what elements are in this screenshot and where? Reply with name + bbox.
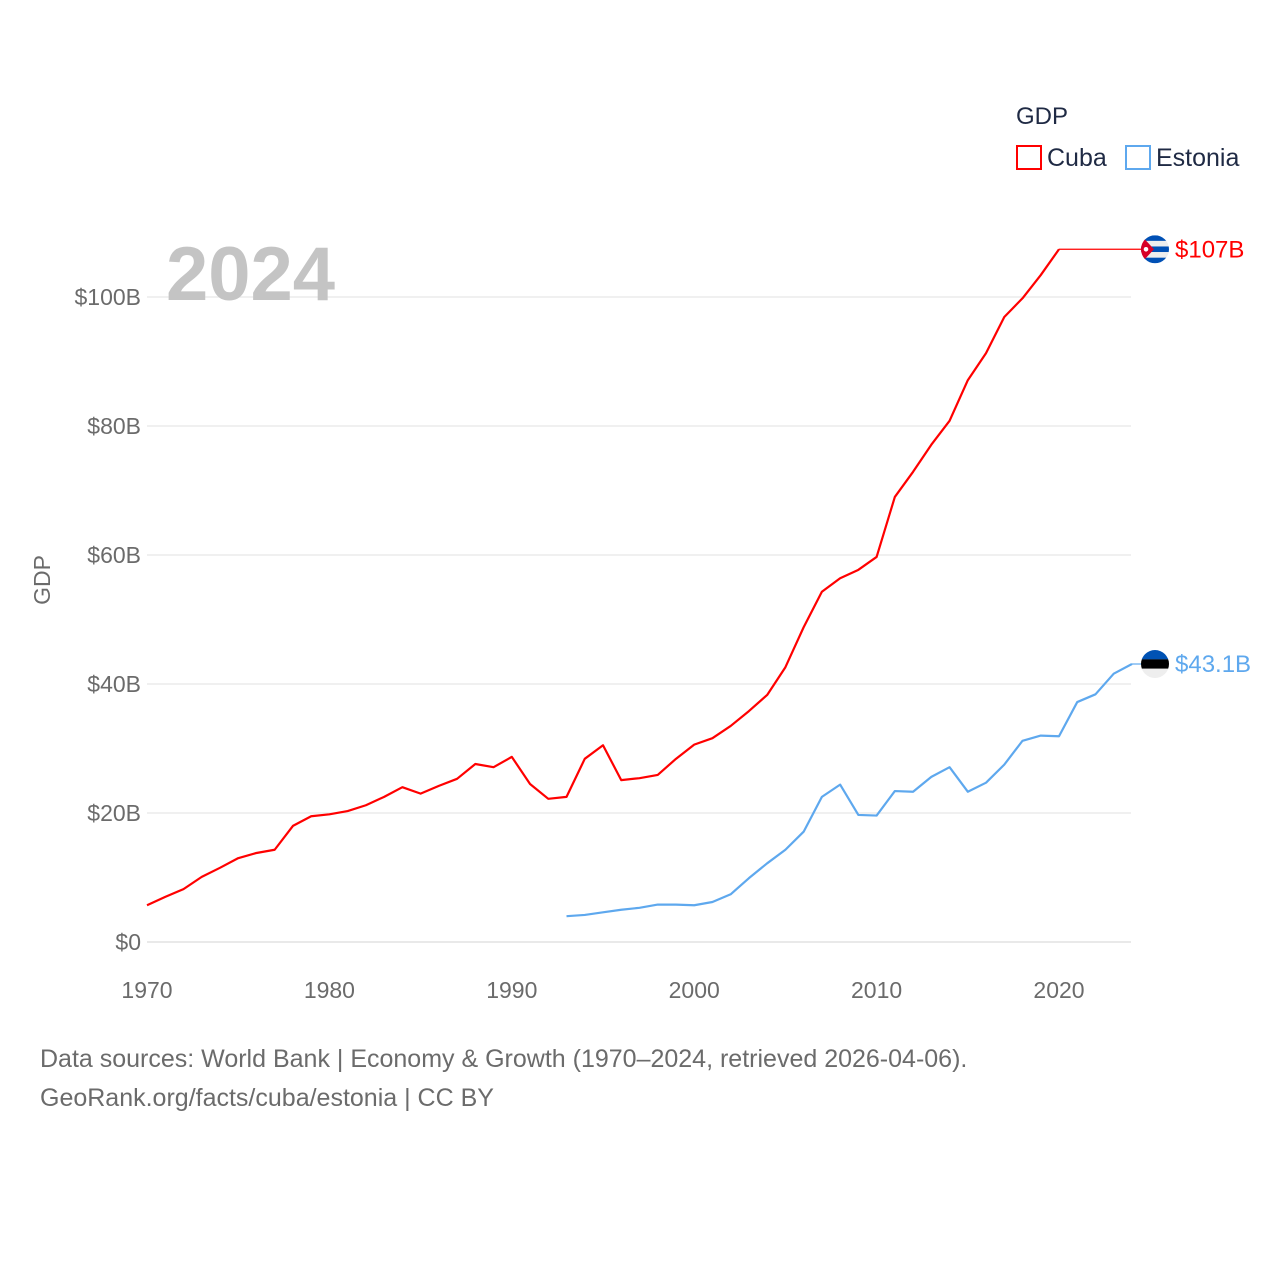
year-watermark: 2024 — [166, 232, 335, 317]
x-tick-label: 1990 — [486, 977, 537, 1003]
flag-stripe — [1141, 252, 1169, 258]
end-label-cuba: $107B — [1175, 236, 1244, 263]
y-tick-label: $0 — [115, 929, 141, 955]
gdp-line-chart: 2024 $0 $20B $40B $60B $80B $100B 1970 1980 199… — [29, 103, 1251, 1003]
legend-swatch-cuba[interactable] — [1016, 145, 1042, 170]
x-tick-label: 2000 — [669, 977, 720, 1003]
end-label-estonia: $43.1B — [1175, 651, 1251, 678]
y-axis-label: GDP — [29, 555, 55, 605]
y-tick-label: $100B — [74, 284, 141, 310]
flag-stripe — [1141, 659, 1169, 669]
legend-label-cuba[interactable]: Cuba — [1047, 144, 1107, 172]
end-labels: $107B $43.1B — [1059, 235, 1251, 679]
gridlines — [147, 296, 1131, 943]
flag-stripe — [1141, 246, 1169, 253]
flag-stripe — [1141, 240, 1169, 247]
legend-swatch-estonia[interactable] — [1125, 145, 1151, 170]
y-tick-label: $60B — [87, 542, 141, 568]
flag-stripe — [1141, 257, 1169, 264]
series-line-estonia — [566, 663, 1133, 918]
estonia-flag-icon — [1141, 650, 1169, 679]
cuba-flag-icon — [1141, 235, 1169, 264]
x-tick-label: 1970 — [121, 977, 172, 1003]
flag-star — [1143, 246, 1149, 252]
x-axis-ticks: 1970 1980 1990 2000 2010 2020 — [121, 977, 1084, 1003]
legend: GDP Cuba Estonia — [1016, 103, 1239, 172]
source-note: Data sources: World Bank | Economy & Gro… — [40, 1045, 968, 1073]
legend-title: GDP — [1016, 103, 1068, 130]
flag-stripe — [1141, 668, 1169, 679]
flag-body — [1141, 650, 1169, 679]
source-link[interactable]: GeoRank.org/facts/cuba/estonia | CC BY — [40, 1084, 494, 1112]
flag-body — [1141, 235, 1169, 264]
x-tick-label: 2020 — [1033, 977, 1084, 1003]
y-tick-label: $20B — [87, 800, 141, 826]
x-tick-label: 1980 — [304, 977, 355, 1003]
legend-label-estonia[interactable]: Estonia — [1156, 144, 1239, 172]
y-tick-label: $40B — [87, 671, 141, 697]
flag-stripe — [1141, 650, 1169, 660]
series-lines — [146, 248, 1133, 918]
flag-stripe — [1141, 235, 1169, 241]
y-tick-label: $80B — [87, 413, 141, 439]
y-axis-ticks: $0 $20B $40B $60B $80B $100B — [74, 284, 141, 955]
x-tick-label: 2010 — [851, 977, 902, 1003]
series-line-cuba — [146, 248, 1060, 907]
